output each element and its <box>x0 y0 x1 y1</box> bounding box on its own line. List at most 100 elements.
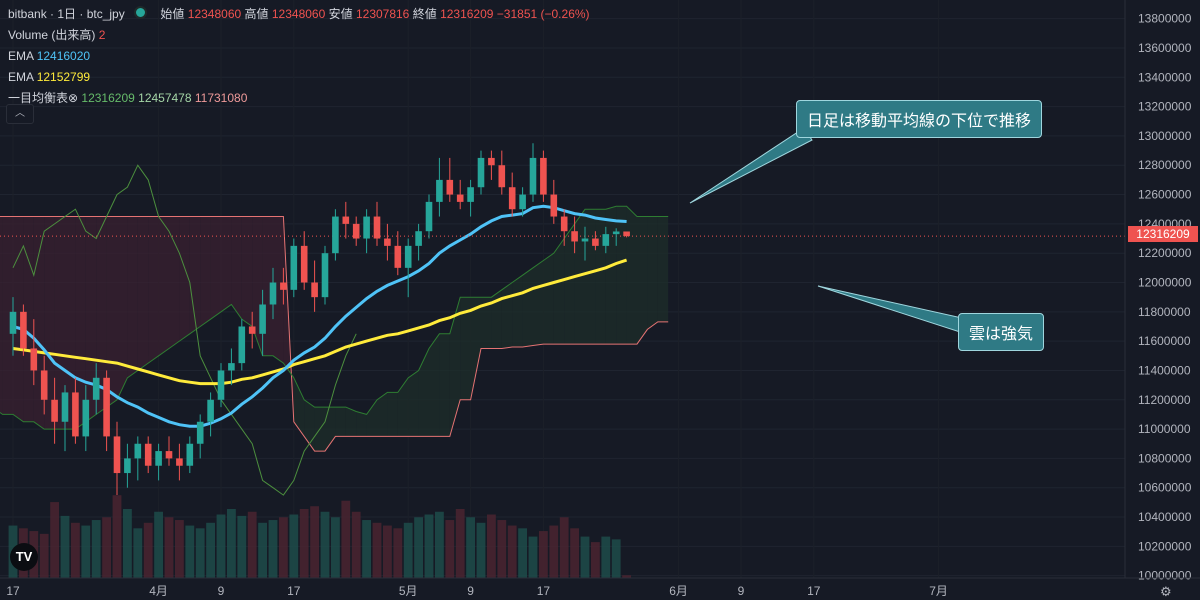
volume-value: 2 <box>98 28 106 42</box>
cloud-segment <box>304 399 315 452</box>
cloud-segment <box>470 297 481 400</box>
candle-body <box>373 216 381 239</box>
candle-body <box>352 223 360 239</box>
close-label: 終値 <box>412 7 437 21</box>
volume-legend[interactable]: Volume (出来高) 2 <box>8 25 590 46</box>
volume-bar <box>372 522 382 578</box>
candle-body <box>186 443 194 466</box>
candle-body <box>602 234 610 246</box>
volume-bar <box>476 522 486 578</box>
cloud-segment <box>657 216 669 322</box>
cloud-segment <box>137 216 149 371</box>
volume-bar <box>268 520 278 578</box>
callout-top: 日足は移動平均線の下位で推移 <box>796 100 1043 138</box>
time-tick-label: 17 <box>6 584 20 598</box>
volume-bar <box>331 517 340 578</box>
candle-body <box>446 179 454 195</box>
ema-slow-value: 12152799 <box>36 70 91 84</box>
candle-body <box>384 238 391 246</box>
volume-bar <box>393 528 403 578</box>
cloud-segment <box>616 206 627 345</box>
cloud-segment <box>408 370 419 437</box>
ichimoku-value-1: 12316209 <box>81 91 135 105</box>
cloud-segment <box>0 216 3 415</box>
candle-body <box>550 194 558 217</box>
cloud-segment <box>553 238 565 345</box>
cloud-segment <box>127 216 138 378</box>
volume-bar <box>123 509 132 578</box>
current-price-tag: 12316209 <box>1128 226 1198 242</box>
ichimoku-value-3: 11731080 <box>194 91 248 105</box>
cloud-segment <box>189 216 201 334</box>
candle-body <box>61 392 69 422</box>
ema-fast-legend[interactable]: EMA 12416020 <box>8 46 590 67</box>
volume-bar <box>580 536 590 578</box>
cloud-segment <box>429 333 440 437</box>
candle-body <box>290 245 298 290</box>
candle-body <box>280 282 287 290</box>
tradingview-logo[interactable]: TV <box>10 543 38 571</box>
volume-bar <box>559 517 569 578</box>
time-axis[interactable]: 17 4月 9 17 5月 9 17 6月 9 17 7月 <box>0 577 1200 598</box>
cloud-segment <box>522 267 533 348</box>
volume-bar <box>39 533 49 578</box>
cloud-segment <box>75 216 86 430</box>
volume-bar <box>622 575 631 578</box>
ichimoku-legend[interactable]: 一目均衡表⊗ 12316209 12457478 11731080 <box>8 88 590 109</box>
volume-bar <box>362 520 371 578</box>
volume-bar <box>175 520 184 578</box>
volume-bar <box>424 514 434 578</box>
cloud-segment <box>564 223 575 345</box>
candle-body <box>321 253 329 298</box>
volume-bar <box>383 525 392 578</box>
cloud-segment <box>2 216 13 415</box>
cloud-segment <box>356 411 367 437</box>
time-tick-label: 7月 <box>929 584 948 598</box>
ema-slow-legend[interactable]: EMA 12152799 <box>8 67 590 88</box>
volume-bar <box>133 528 143 578</box>
volume-bar <box>591 542 600 578</box>
price-axis[interactable]: 13800000 13600000 13400000 13200000 13000000… <box>1124 0 1192 583</box>
price-tick-label: 10200000 <box>1138 539 1192 553</box>
ichimoku-value-2: 12457478 <box>138 91 192 105</box>
cloud-segment <box>106 216 117 408</box>
volume-bar <box>71 522 80 578</box>
candle-body <box>394 245 402 268</box>
volume-label: Volume (出来高) <box>8 28 96 42</box>
market-status-icon <box>134 6 148 19</box>
cloud-segment <box>491 289 502 349</box>
symbol-title[interactable]: bitbank · 1日 · btc_jpy <box>8 7 125 21</box>
price-tick-label: 12200000 <box>1138 246 1192 260</box>
candle-body <box>269 282 277 305</box>
candle-body <box>425 201 433 232</box>
volume-bar <box>549 525 559 578</box>
candles[interactable] <box>9 143 630 496</box>
cloud-segment <box>221 216 232 312</box>
cloud-segment <box>543 253 554 345</box>
price-tick-label: 13800000 <box>1138 12 1192 26</box>
volume-bar <box>50 502 59 578</box>
volume-bar <box>143 522 153 578</box>
ema-fast-label: EMA <box>8 49 34 63</box>
volume-bar <box>112 495 122 578</box>
price-tick-label: 13600000 <box>1138 41 1192 55</box>
time-tick-label: 17 <box>807 584 821 598</box>
candle-body <box>415 231 422 246</box>
candle-body <box>363 216 370 239</box>
span-a-line <box>0 205 669 430</box>
candle-body <box>342 216 350 224</box>
candle-body <box>228 363 235 371</box>
candle-body <box>560 216 568 232</box>
volume-bar <box>164 517 174 578</box>
chevron-up-icon[interactable]: ︿ <box>6 104 34 124</box>
candle-body <box>124 458 131 474</box>
high-label: 高値 <box>244 7 269 21</box>
cloud-segment <box>418 348 429 437</box>
symbol-row[interactable]: bitbank · 1日 · btc_jpy 始値 12348060 高値 12… <box>8 4 590 25</box>
volume-bar <box>341 500 351 578</box>
time-tick-label: 17 <box>537 584 551 598</box>
time-tick-label: 5月 <box>399 584 418 598</box>
open-value: 12348060 <box>187 7 242 21</box>
cloud-segment <box>85 216 97 422</box>
settings-icon[interactable]: ⚙ <box>1160 584 1172 599</box>
